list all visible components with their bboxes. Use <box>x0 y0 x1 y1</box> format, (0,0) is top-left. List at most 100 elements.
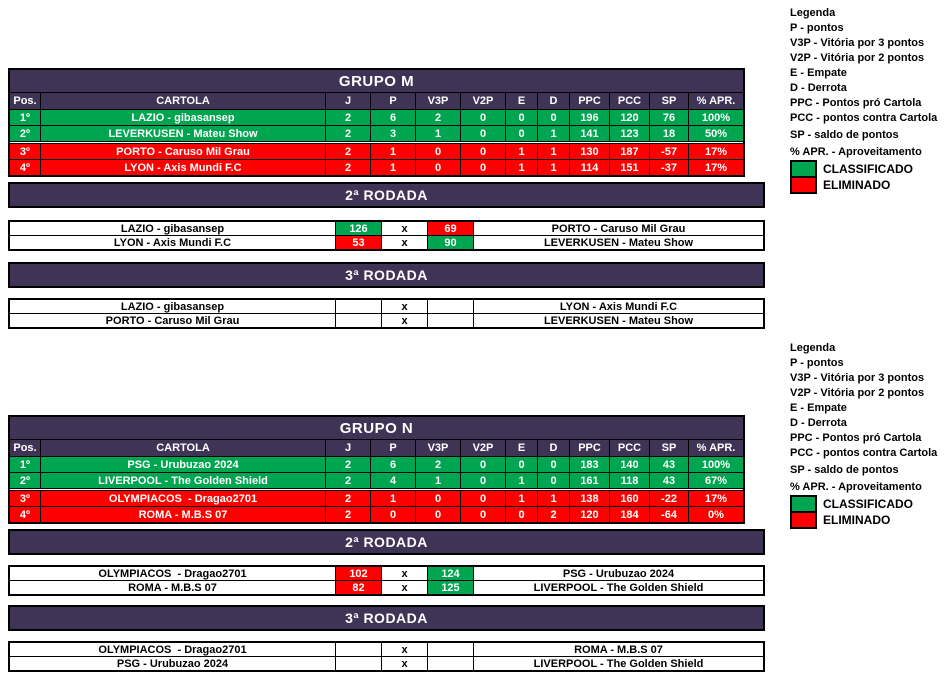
j-cell: 2 <box>326 491 370 506</box>
away-team-cell: LEVERKUSEN - Mateu Show <box>474 236 763 249</box>
column-header-e: E <box>506 440 537 456</box>
d-cell: 1 <box>538 126 569 141</box>
e-cell: 0 <box>506 507 537 522</box>
home-team-cell: OLYMPIACOS - Dragao2701 <box>10 567 335 580</box>
column-header-d: D <box>538 440 569 456</box>
home-score-cell[interactable] <box>336 643 381 656</box>
home-score-cell[interactable] <box>336 657 381 670</box>
column-header-v3p: V3P <box>416 93 460 109</box>
column-header-j: J <box>326 440 370 456</box>
apr-cell: 17% <box>689 144 743 159</box>
pos-cell: 2º <box>10 126 40 141</box>
sp-cell: -57 <box>650 144 688 159</box>
sp-cell: 43 <box>650 473 688 488</box>
v3p-cell: 1 <box>416 473 460 488</box>
v3p-cell: 1 <box>416 126 460 141</box>
team-cell: LIVERPOOL - The Golden Shield <box>41 473 325 488</box>
home-score-cell[interactable] <box>336 300 381 313</box>
home-team-cell: OLYMPIACOS - Dragao2701 <box>10 643 335 656</box>
away-score-cell: 69 <box>428 222 473 235</box>
ppc-cell: 196 <box>570 110 609 125</box>
home-team-cell: LAZIO - gibasansep <box>10 300 335 313</box>
d-cell: 1 <box>538 144 569 159</box>
apr-cell: 67% <box>689 473 743 488</box>
legend-item: SP - saldo de pontos <box>790 464 899 476</box>
j-cell: 2 <box>326 126 370 141</box>
legend-top: Legenda P - pontos V3P - Vitória por 3 p… <box>790 6 948 194</box>
column-header-cartola: CARTOLA <box>41 440 325 456</box>
v3p-cell: 0 <box>416 144 460 159</box>
pcc-cell: 187 <box>610 144 649 159</box>
column-header-v3p: V3P <box>416 440 460 456</box>
legend-eliminated: ELIMINADO <box>790 176 948 194</box>
home-score-cell: 82 <box>336 581 381 594</box>
pos-cell: 3º <box>10 144 40 159</box>
round-title: 2ª RODADA <box>345 187 428 203</box>
ppc-cell: 120 <box>570 507 609 522</box>
away-team-cell: LIVERPOOL - The Golden Shield <box>474 657 763 670</box>
j-cell: 2 <box>326 473 370 488</box>
j-cell: 2 <box>326 144 370 159</box>
legend-item: PPC - Pontos pró Cartola <box>790 432 922 444</box>
group-n-standings-table: GRUPO N Pos. CARTOLA J P V3P V2P E D PPC… <box>8 415 745 524</box>
v2p-cell: 0 <box>461 110 505 125</box>
apr-cell: 50% <box>689 126 743 141</box>
legend-item: V2P - Vitória por 2 pontos <box>790 52 925 64</box>
team-cell: ROMA - M.B.S 07 <box>41 507 325 522</box>
apr-cell: 100% <box>689 457 743 472</box>
legend-title: Legenda <box>790 7 836 19</box>
e-cell: 0 <box>506 126 537 141</box>
round-title-bar: 2ª RODADA <box>8 529 765 555</box>
home-score-cell: 53 <box>336 236 381 249</box>
j-cell: 2 <box>326 457 370 472</box>
legend-item: V2P - Vitória por 2 pontos <box>790 387 925 399</box>
d-cell: 0 <box>538 110 569 125</box>
e-cell: 0 <box>506 110 537 125</box>
away-score-cell[interactable] <box>428 300 473 313</box>
versus-cell: x <box>382 222 427 235</box>
away-team-cell: LYON - Axis Mundi F.C <box>474 300 763 313</box>
legend-item: % APR. - Aproveitamento <box>790 481 922 493</box>
round-title: 3ª RODADA <box>345 610 428 626</box>
column-header-e: E <box>506 93 537 109</box>
away-score-cell[interactable] <box>428 314 473 327</box>
sp-cell: 76 <box>650 110 688 125</box>
ppc-cell: 138 <box>570 491 609 506</box>
eliminated-swatch <box>790 511 817 529</box>
column-header-v2p: V2P <box>461 93 505 109</box>
column-header-j: J <box>326 93 370 109</box>
group-m-round2-matches: LAZIO - gibasansep 126 x 69 PORTO - Caru… <box>8 220 765 251</box>
p-cell: 4 <box>371 473 415 488</box>
away-score-cell[interactable] <box>428 643 473 656</box>
v2p-cell: 0 <box>461 473 505 488</box>
classified-label: CLASSIFICADO <box>823 497 913 511</box>
away-score-cell: 90 <box>428 236 473 249</box>
column-header-pcc: PCC <box>610 93 649 109</box>
away-score-cell[interactable] <box>428 657 473 670</box>
column-header-sp: SP <box>650 93 688 109</box>
pcc-cell: 120 <box>610 110 649 125</box>
legend-item: P - pontos <box>790 357 844 369</box>
column-header-ppc: PPC <box>570 440 609 456</box>
p-cell: 6 <box>371 457 415 472</box>
team-cell: OLYMPIACOS - Dragao2701 <box>41 491 325 506</box>
versus-cell: x <box>382 236 427 249</box>
e-cell: 1 <box>506 473 537 488</box>
ppc-cell: 161 <box>570 473 609 488</box>
home-score-cell[interactable] <box>336 314 381 327</box>
apr-cell: 100% <box>689 110 743 125</box>
legend-item: E - Empate <box>790 67 847 79</box>
pcc-cell: 118 <box>610 473 649 488</box>
apr-cell: 17% <box>689 160 743 175</box>
versus-cell: x <box>382 643 427 656</box>
v2p-cell: 0 <box>461 457 505 472</box>
column-header-apr: % APR. <box>689 93 743 109</box>
j-cell: 2 <box>326 160 370 175</box>
legend-item: PPC - Pontos pró Cartola <box>790 97 922 109</box>
column-header-sp: SP <box>650 440 688 456</box>
column-header-p: P <box>371 93 415 109</box>
round-title-bar: 2ª RODADA <box>8 182 765 208</box>
column-header-pos: Pos. <box>10 440 40 456</box>
column-header-d: D <box>538 93 569 109</box>
ppc-cell: 183 <box>570 457 609 472</box>
